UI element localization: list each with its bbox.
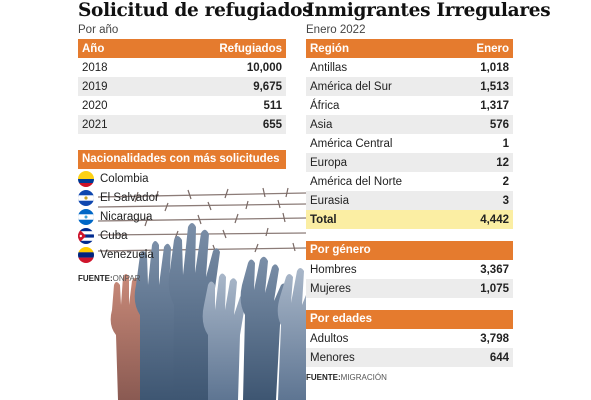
immigrants-source: FUENTE:MIGRACIÓN	[306, 373, 513, 382]
row-value: 3	[502, 194, 509, 207]
row-label: 2018	[82, 61, 108, 74]
region-column-header: Región	[310, 42, 349, 55]
ages-header: Por edades	[306, 310, 513, 329]
table-row: África 1,317	[306, 96, 513, 115]
nicaragua-flag-icon	[78, 208, 94, 225]
immigrants-title: Inmigrantes Irregulares	[306, 0, 551, 21]
row-label: Adultos	[310, 332, 349, 345]
raised-hand-icon	[202, 273, 246, 400]
row-label: América del Sur	[310, 80, 392, 93]
list-item: Cuba	[78, 226, 286, 245]
nationalities-header: Nacionalidades con más solicitudes	[78, 150, 286, 169]
list-item: El Salvador	[78, 188, 286, 207]
list-item: Colombia	[78, 169, 286, 188]
row-value: 1	[502, 137, 509, 150]
row-label: África	[310, 99, 340, 112]
row-value: 1,513	[480, 80, 509, 93]
refugee-source: FUENTE:ONPAR	[78, 274, 286, 283]
table-row: Europa 12	[306, 153, 513, 172]
nationality-name: Colombia	[100, 172, 149, 185]
row-label: Menores	[310, 351, 355, 364]
nationality-name: Venezuela	[100, 248, 154, 261]
table-row: América del Sur 1,513	[306, 77, 513, 96]
row-value: 1,018	[480, 61, 509, 74]
raised-hand-icon	[168, 223, 220, 400]
row-label: Mujeres	[310, 282, 351, 295]
table-row: América Central 1	[306, 134, 513, 153]
nationality-name: Cuba	[100, 229, 128, 242]
immigrants-subtitle: Enero 2022	[306, 24, 366, 36]
row-label: Europa	[310, 156, 348, 169]
table-row: 2020 511	[78, 96, 286, 115]
row-label: Hombres	[310, 263, 357, 276]
raised-hand-icon	[110, 274, 146, 400]
table-row: Asia 576	[306, 115, 513, 134]
table-row: Hombres 3,367	[306, 260, 513, 279]
year-column-header: Año	[82, 42, 105, 55]
total-label: Total	[310, 213, 337, 226]
colombia-flag-icon	[78, 170, 94, 187]
row-value: 511	[263, 99, 282, 112]
list-item: Venezuela	[78, 245, 286, 264]
row-label: 2021	[82, 118, 108, 131]
table-row: 2018 10,000	[78, 58, 286, 77]
row-label: Asia	[310, 118, 333, 131]
refugee-table-header: Año Refugiados	[78, 39, 286, 58]
region-table-header: Región Enero	[306, 39, 513, 58]
row-label: 2020	[82, 99, 108, 112]
row-value: 3,367	[480, 263, 509, 276]
total-row: Total 4,442	[306, 210, 513, 229]
row-label: América Central	[310, 137, 393, 150]
refugees-column-header: Refugiados	[219, 42, 282, 55]
source-value: ONPAR	[112, 274, 141, 283]
source-value: MIGRACIÓN	[340, 373, 387, 382]
row-label: Eurasia	[310, 194, 349, 207]
nationality-name: Nicaragua	[100, 210, 153, 223]
nationality-name: El Salvador	[100, 191, 159, 204]
refugee-panel: Solicitud de refugiados Por año Año Refu…	[78, 0, 313, 283]
raised-hand-icon	[240, 256, 287, 400]
raised-hand-icon	[134, 241, 181, 400]
row-value: 2	[502, 175, 509, 188]
list-item: Nicaragua	[78, 207, 286, 226]
row-value: 3,798	[480, 332, 509, 345]
raised-hand-icon	[277, 268, 306, 400]
table-row: 2021 655	[78, 115, 286, 134]
january-column-header: Enero	[476, 42, 509, 55]
table-row: América del Norte 2	[306, 172, 513, 191]
cuba-flag-icon	[78, 227, 94, 244]
table-row: 2019 9,675	[78, 77, 286, 96]
gender-header: Por género	[306, 241, 513, 260]
table-row: Menores 644	[306, 348, 513, 367]
row-label: Antillas	[310, 61, 348, 74]
row-value: 9,675	[253, 80, 282, 93]
row-value: 655	[262, 118, 282, 131]
row-value: 1,317	[480, 99, 509, 112]
table-row: Eurasia 3	[306, 191, 513, 210]
row-value: 1,075	[480, 282, 509, 295]
venezuela-flag-icon	[78, 246, 94, 263]
table-row: Adultos 3,798	[306, 329, 513, 348]
row-value: 576	[489, 118, 509, 131]
table-row: Antillas 1,018	[306, 58, 513, 77]
source-label: FUENTE:	[78, 274, 113, 283]
row-value: 10,000	[246, 61, 282, 74]
row-value: 12	[496, 156, 509, 169]
total-value: 4,442	[480, 213, 509, 226]
row-label: América del Norte	[310, 175, 403, 188]
refugee-subtitle: Por año	[78, 24, 119, 36]
raised-hands-illustration	[78, 185, 307, 400]
row-value: 644	[489, 351, 509, 364]
row-label: 2019	[82, 80, 108, 93]
refugee-title: Solicitud de refugiados	[78, 0, 313, 21]
el-salvador-flag-icon	[78, 189, 94, 206]
immigrants-panel: Inmigrantes Irregulares Enero 2022 Regió…	[306, 0, 551, 382]
table-row: Mujeres 1,075	[306, 279, 513, 298]
source-label: FUENTE:	[306, 373, 341, 382]
